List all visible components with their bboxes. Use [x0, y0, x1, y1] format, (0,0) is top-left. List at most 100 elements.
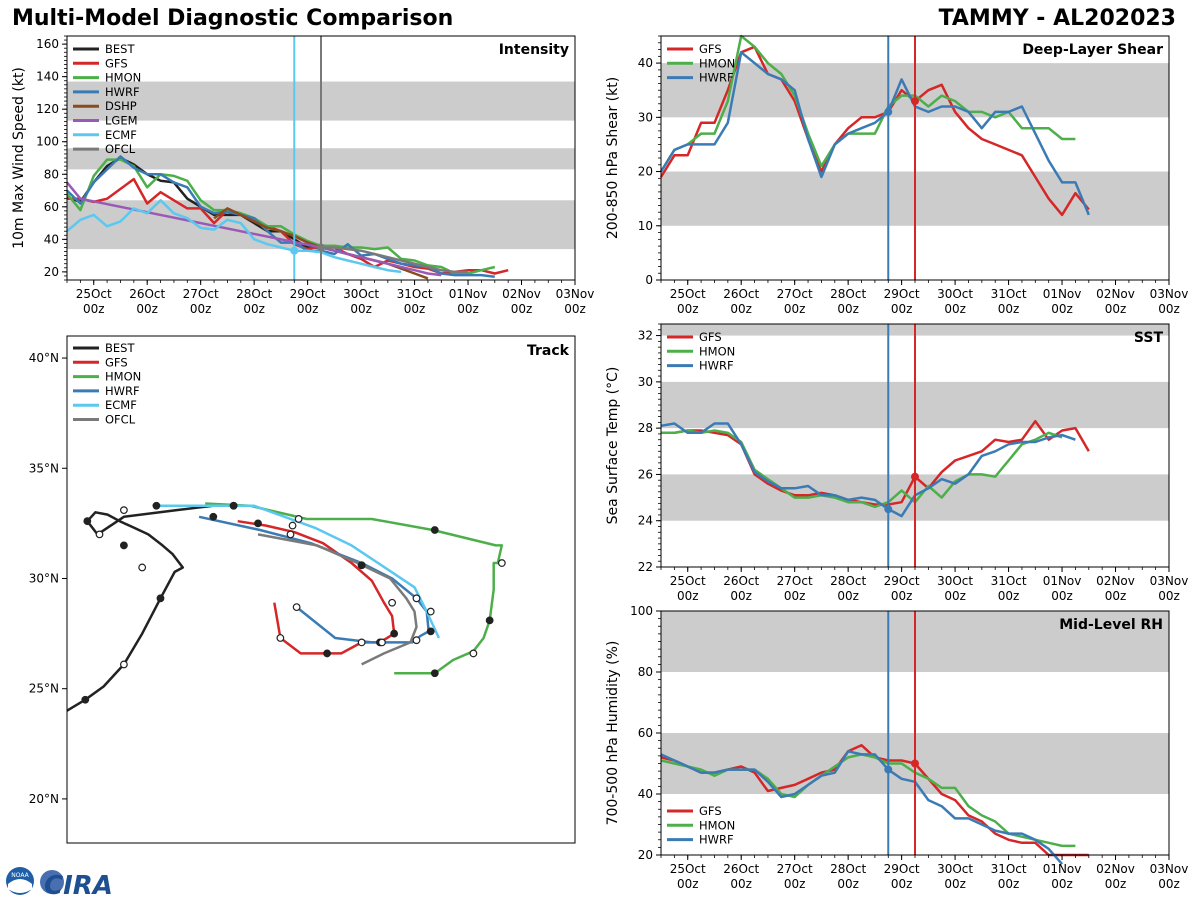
track-ofcl [257, 533, 418, 666]
track-point [426, 627, 435, 636]
track-point [156, 594, 165, 603]
x-tick-date: 30Oct [937, 574, 973, 588]
track-ecmf [156, 504, 441, 639]
legend-label: HWRF [699, 71, 734, 85]
y-axis-label: Sea Surface Temp (°C) [605, 367, 621, 525]
track-paths [67, 501, 506, 712]
x-tick-hour: 00z [891, 302, 913, 316]
x-tick-hour: 00z [1051, 302, 1073, 316]
x-tick-hour: 00z [998, 589, 1020, 603]
series-hwrf [659, 51, 1090, 216]
track-gfs [237, 519, 396, 655]
x-tick-hour: 00z [784, 302, 806, 316]
x-tick-date: 02Nov [502, 287, 541, 301]
series-ecmf [66, 199, 402, 274]
legend-label: HMON [105, 370, 141, 384]
series-hmon [661, 429, 1063, 509]
track-hmon [205, 502, 504, 675]
x-tick-date: 31Oct [991, 574, 1027, 588]
y-tick-label: 0 [645, 273, 653, 287]
track-point [138, 563, 147, 572]
x-tick-hour: 00z [1105, 877, 1127, 891]
x-tick-hour: 00z [1105, 589, 1127, 603]
x-tick-hour: 00z [837, 877, 859, 891]
cira-globe-icon [40, 870, 64, 894]
x-tick-date: 02Nov [1096, 574, 1135, 588]
init-marker-gfs [911, 97, 919, 106]
y-tick-label: 60 [638, 726, 653, 740]
x-tick-hour: 00z [1158, 589, 1180, 603]
x-tick-date: 01Nov [1043, 574, 1082, 588]
series-gfs [661, 419, 1090, 506]
plot-frame [66, 335, 576, 844]
y-tick-label: 10 [638, 219, 653, 233]
x-tick-hour: 00z [998, 302, 1020, 316]
legend-label: GFS [699, 42, 722, 56]
x-tick-hour: 00z [83, 302, 105, 316]
lat-tick-label: 25°N [29, 682, 59, 696]
x-tick-date: 03Nov [1150, 574, 1189, 588]
legend-label: GFS [699, 804, 722, 818]
noaa-wave-icon [8, 879, 32, 893]
x-tick-hour: 00z [1158, 302, 1180, 316]
track-point [288, 521, 297, 530]
track-point [152, 501, 161, 510]
series-hmon [66, 158, 496, 275]
y-tick-label: 20 [638, 848, 653, 862]
panel-title: Intensity [499, 42, 569, 58]
track-point [229, 501, 238, 510]
shear-chart: 01020304025Oct00z26Oct00z27Oct00z28Oct00… [605, 34, 1188, 316]
legend-label: HWRF [699, 833, 734, 847]
y-tick-label: 140 [36, 70, 59, 84]
track-point [254, 519, 262, 528]
lat-tick-label: 40°N [29, 351, 59, 365]
x-tick-date: 30Oct [343, 287, 379, 301]
x-tick-date: 29Oct [884, 574, 920, 588]
track-point [390, 629, 399, 638]
x-tick-hour: 00z [350, 302, 372, 316]
x-tick-hour: 00z [837, 302, 859, 316]
init-marker-hwrf [884, 107, 893, 116]
init-marker-gfs [911, 472, 919, 481]
x-tick-date: 25Oct [670, 862, 706, 876]
track-point [276, 634, 285, 642]
track-point [388, 598, 397, 607]
track-point [83, 517, 92, 526]
x-tick-hour: 00z [190, 302, 212, 316]
x-tick-hour: 00z [998, 877, 1020, 891]
x-tick-hour: 00z [730, 589, 752, 603]
track-point [412, 636, 421, 645]
track-point [378, 638, 386, 647]
series-lgem [66, 181, 442, 277]
track-point [119, 541, 128, 550]
x-tick-hour: 00z [784, 877, 806, 891]
legend-label: HWRF [699, 359, 734, 373]
x-tick-date: 31Oct [991, 862, 1027, 876]
track-point [430, 669, 439, 678]
track-point [119, 660, 128, 669]
x-tick-hour: 00z [564, 302, 586, 316]
legend-label: HWRF [105, 384, 140, 398]
y-axis-label: 700-500 hPa Humidity (%) [605, 641, 621, 826]
x-tick-date: 25Oct [76, 287, 112, 301]
legend-label: GFS [105, 56, 128, 70]
y-tick-label: 28 [638, 421, 653, 435]
x-tick-date: 26Oct [723, 287, 759, 301]
legend-label: HMON [699, 818, 735, 832]
x-tick-hour: 00z [677, 877, 699, 891]
x-tick-hour: 00z [404, 302, 426, 316]
track-best [67, 504, 234, 712]
track-point [292, 603, 301, 612]
x-tick-hour: 00z [784, 589, 806, 603]
y-tick-label: 40 [44, 232, 59, 246]
y-tick-label: 24 [638, 514, 653, 528]
y-tick-label: 100 [36, 135, 59, 149]
legend-label: OFCL [105, 413, 136, 427]
legend-label: HWRF [105, 85, 140, 99]
track-chart: 20°N 25°N 30°N 35°N 40°N Track BESTGFSHMONHWRF… [29, 335, 576, 844]
x-tick-date: 26Oct [723, 574, 759, 588]
y-tick-label: 20 [44, 265, 59, 279]
x-tick-date: 30Oct [937, 862, 973, 876]
x-tick-date: 29Oct [884, 287, 920, 301]
x-tick-date: 28Oct [830, 862, 866, 876]
